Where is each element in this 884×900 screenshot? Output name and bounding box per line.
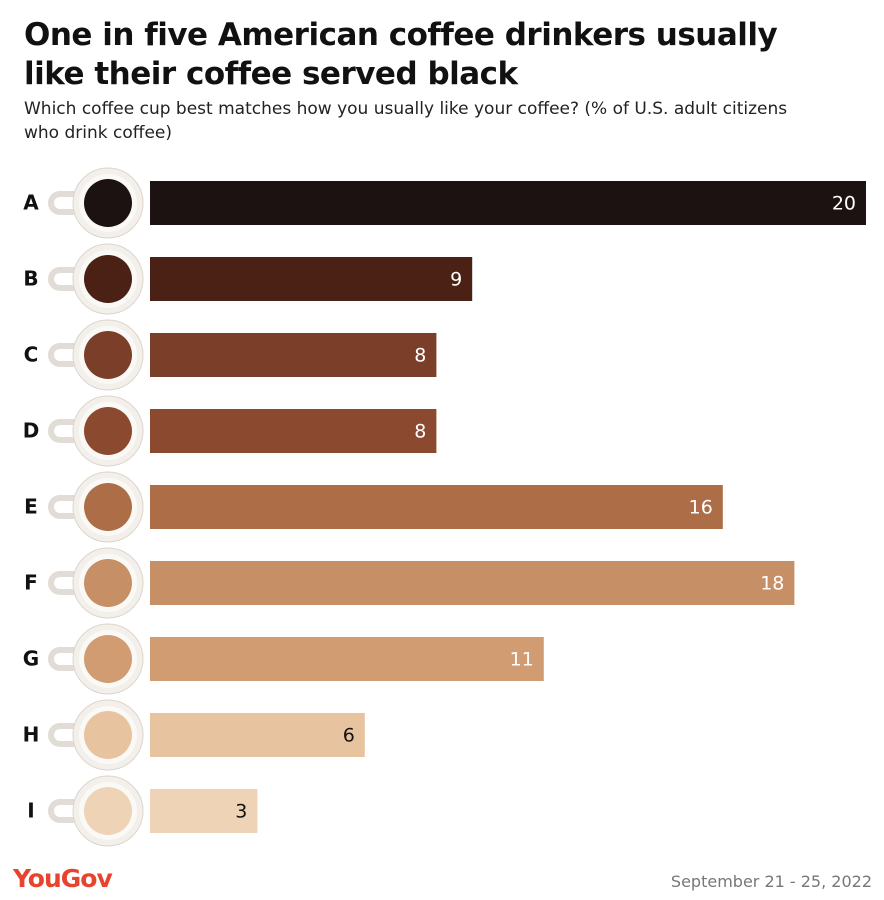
- value-label: 20: [832, 193, 856, 215]
- value-label: 3: [235, 801, 247, 823]
- cup-coffee: [84, 483, 132, 531]
- cup-coffee: [84, 179, 132, 227]
- bar: [150, 561, 795, 605]
- bar: [150, 789, 258, 833]
- cup-handle: [48, 419, 78, 443]
- cup-coffee: [84, 407, 132, 455]
- cup-coffee: [84, 559, 132, 607]
- value-label: 18: [760, 573, 784, 595]
- category-label: G: [23, 647, 39, 671]
- cup-handle: [48, 723, 78, 747]
- bar: [150, 713, 365, 757]
- category-label: A: [23, 191, 39, 215]
- chart-title: One in five American coffee drinkers usu…: [24, 17, 778, 92]
- value-label: 16: [689, 497, 713, 519]
- value-label: 11: [510, 649, 534, 671]
- category-label: F: [24, 571, 38, 595]
- chart-subtitle: Which coffee cup best matches how you us…: [24, 99, 788, 143]
- bar: [150, 485, 723, 529]
- cup-coffee: [84, 331, 132, 379]
- value-label: 8: [414, 421, 426, 443]
- cup-handle: [48, 343, 78, 367]
- cup-coffee: [84, 635, 132, 683]
- category-label: D: [23, 419, 40, 443]
- cup-coffee: [84, 255, 132, 303]
- category-label: C: [24, 343, 39, 367]
- bar: [150, 409, 437, 453]
- bar: [150, 257, 473, 301]
- cup-handle: [48, 571, 78, 595]
- date-note: September 21 - 25, 2022: [670, 872, 872, 891]
- value-label: 8: [414, 345, 426, 367]
- category-label: I: [27, 799, 34, 823]
- cup-handle: [48, 191, 78, 215]
- cup-coffee: [84, 711, 132, 759]
- cup-coffee: [84, 787, 132, 835]
- category-label: E: [24, 495, 38, 519]
- source-logo: YouGov: [13, 864, 113, 893]
- bar: [150, 637, 544, 681]
- bar: [150, 181, 866, 225]
- bar: [150, 333, 437, 377]
- cup-handle: [48, 267, 78, 291]
- chart: A 20 B 9 C 8 D 8 E 16 F 18 G 11 H 6 I 3: [23, 167, 866, 847]
- cup-handle: [48, 647, 78, 671]
- value-label: 9: [450, 269, 462, 291]
- category-label: H: [23, 723, 40, 747]
- cup-handle: [48, 799, 78, 823]
- cup-handle: [48, 495, 78, 519]
- value-label: 6: [343, 725, 355, 747]
- category-label: B: [23, 267, 38, 291]
